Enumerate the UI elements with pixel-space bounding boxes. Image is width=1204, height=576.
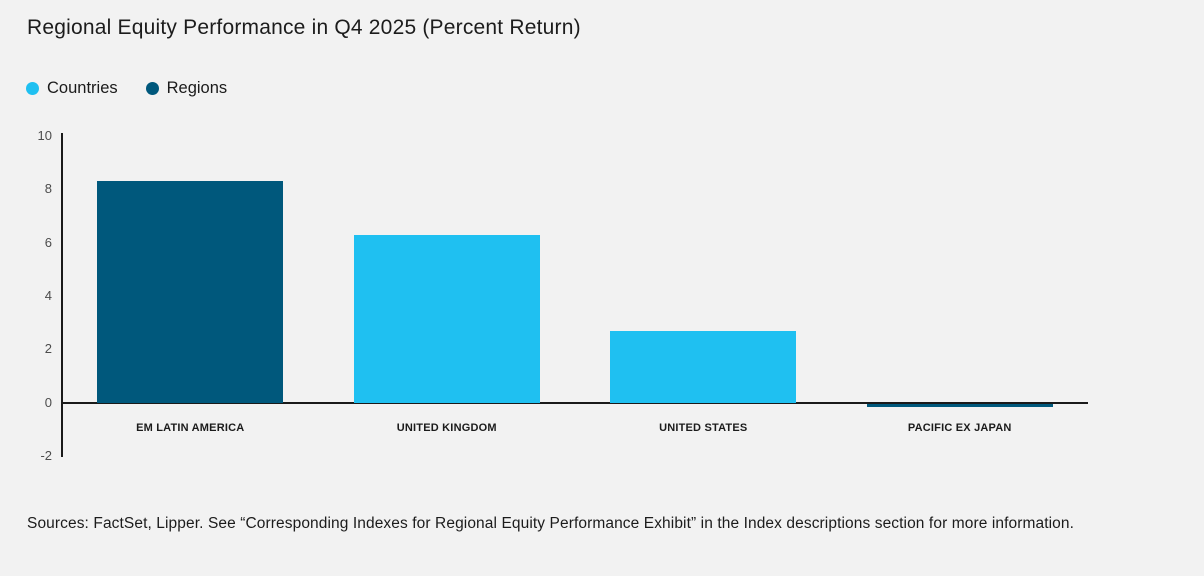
y-tick-label-4: 4 [44,288,52,303]
legend-regions-swatch-icon [145,82,159,95]
y-tick-label--2: -2 [40,448,52,463]
y-tick-label-6: 6 [44,234,52,250]
legend-countries-label: Countries [47,79,118,97]
chart-title: Regional Equity Performance in Q4 2025 (… [27,16,581,39]
zero-baseline [62,401,1088,404]
bar-pacific-ex-japan [866,403,1053,407]
x-tick-label-em-latin-america: EM LATIN AMERICA [136,422,245,434]
legend-item-regions: Regions [145,79,228,98]
x-tick-label-pacific-ex-japan: PACIFIC EX JAPAN [907,422,1012,434]
y-tick-label-10: 10 [37,128,52,143]
y-tick-label-2: 2 [44,341,52,357]
legend: Countries Regions [26,79,227,98]
plot-area: EM LATIN AMERICA UNITED KINGDOM UNITED STA… [62,136,1088,456]
legend-item-countries: Countries [26,79,118,98]
bar-united-kingdom [353,234,540,403]
x-tick-label-united-kingdom: UNITED KINGDOM [396,422,497,434]
y-tick-label-8: 8 [44,181,52,197]
bar-united-states [610,330,797,403]
y-axis-line [61,133,63,457]
source-note: Sources: FactSet, Lipper. See “Correspon… [27,515,1075,532]
bar-em-latin-america [97,181,284,403]
y-tick-label-0: 0 [44,394,52,410]
x-tick-label-united-states: UNITED STATES [659,422,748,434]
legend-countries-swatch-icon [26,82,39,95]
legend-regions-label: Regions [166,79,228,97]
